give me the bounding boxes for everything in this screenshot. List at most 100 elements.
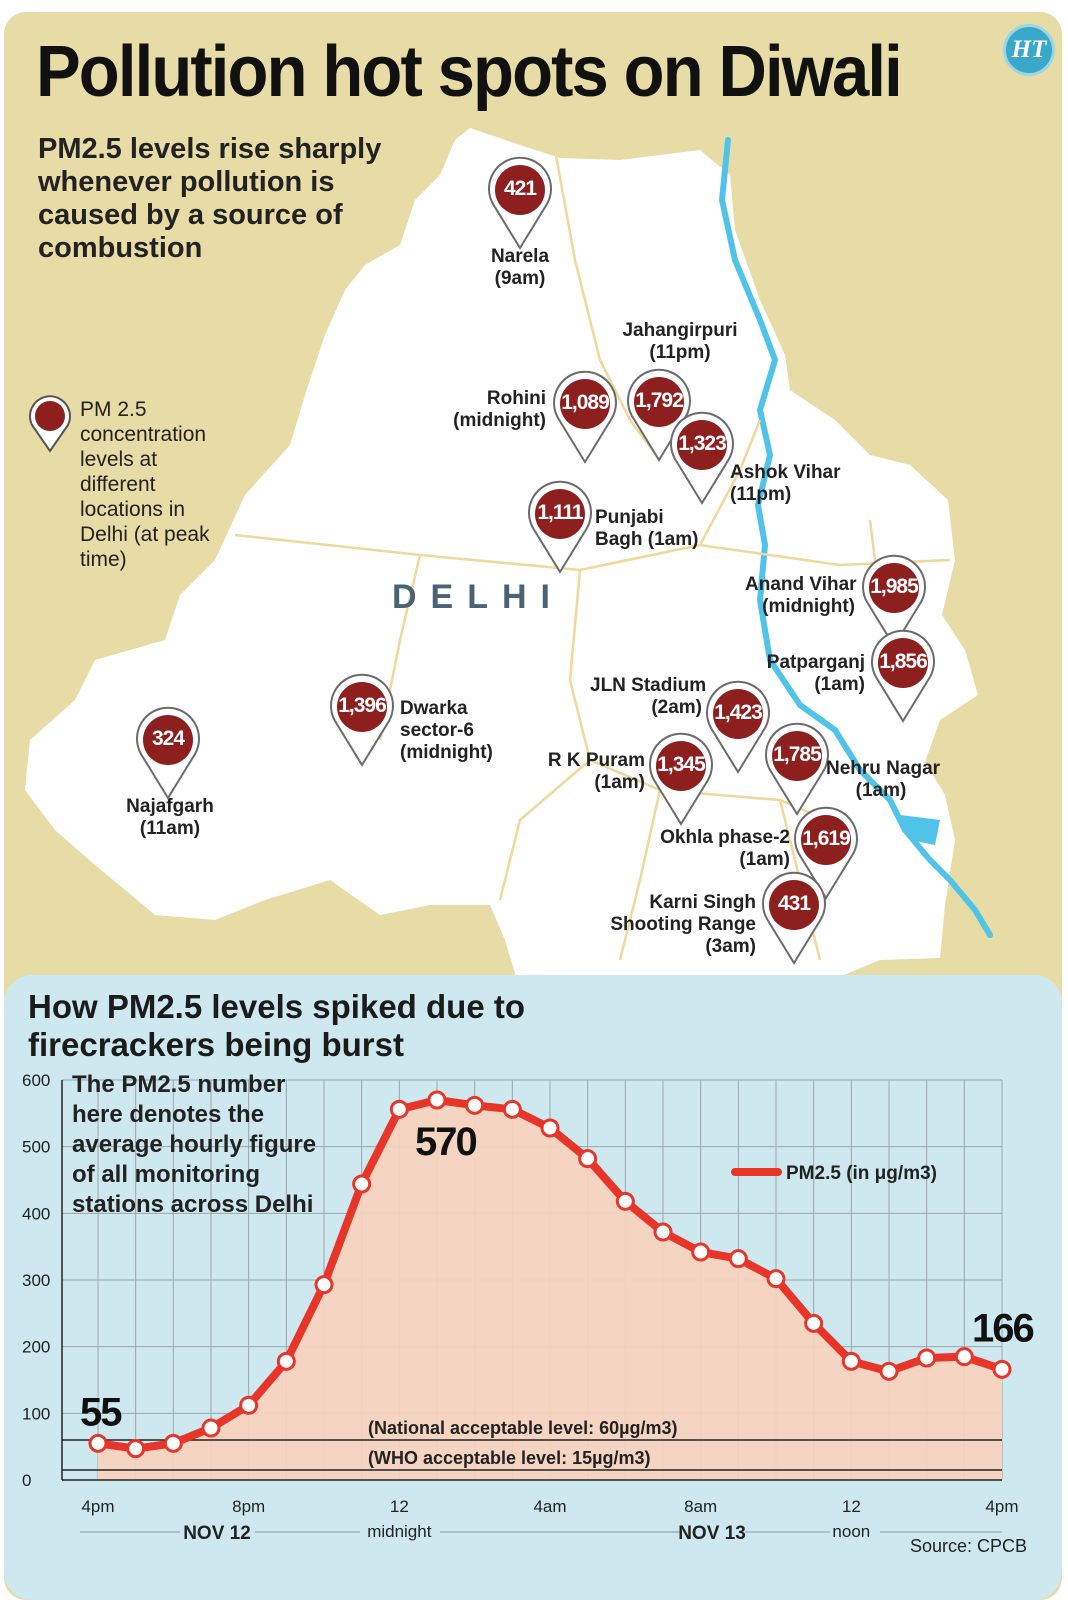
loc-karni-singh-name2: Shooting Range bbox=[610, 914, 756, 935]
pin-value-karni-singh: 431 bbox=[777, 892, 811, 915]
loc-rohini-name: Rohini bbox=[486, 388, 546, 409]
pin-value-rohini: 1,089 bbox=[561, 391, 610, 414]
x-tick-label: 12 bbox=[842, 1497, 861, 1516]
loc-nehru-nagar: Nehru Nagar (1am) bbox=[826, 758, 941, 802]
loc-jahangirpuri: Jahangirpuri (11pm) bbox=[615, 320, 745, 364]
loc-okhla-time: (1am) bbox=[739, 849, 790, 870]
data-point-9am bbox=[728, 1249, 748, 1269]
map-pin-3 bbox=[670, 411, 734, 505]
loc-nehru-nagar-name: Nehru Nagar bbox=[826, 758, 941, 779]
map-pin-dot bbox=[677, 420, 727, 470]
data-point-8am bbox=[691, 1242, 711, 1262]
data-point-11am bbox=[804, 1313, 824, 1333]
data-point-2am bbox=[465, 1095, 485, 1115]
date-label-left: NOV 12 bbox=[183, 1523, 251, 1544]
data-point-8pm bbox=[239, 1395, 259, 1415]
map-pin-dot bbox=[769, 880, 819, 930]
data-point-7pm bbox=[201, 1418, 221, 1438]
loc-rk-puram: R K Puram (1am) bbox=[545, 750, 645, 794]
loc-punjabi-bagh-name: Punjabi bbox=[595, 507, 664, 528]
callout-label: 166 bbox=[972, 1306, 1033, 1350]
loc-karni-singh-name: Karni Singh bbox=[649, 892, 756, 913]
map-pin-dot bbox=[495, 165, 545, 215]
data-point-1pm bbox=[879, 1361, 899, 1381]
pin-value-anand-vihar: 1,985 bbox=[870, 575, 919, 598]
map-pin-dot bbox=[535, 489, 585, 539]
pm25-area-fill bbox=[98, 1100, 1002, 1480]
loc-narela-time: (9am) bbox=[494, 268, 546, 289]
map-pin-dot bbox=[337, 682, 387, 732]
map-pin-12 bbox=[794, 806, 858, 900]
pin-value-nehru-nagar: 1,785 bbox=[773, 743, 822, 766]
loc-narela-name: Narela bbox=[490, 246, 550, 267]
data-point-10pm bbox=[314, 1275, 334, 1295]
loc-jln-stadium-name: JLN Stadium bbox=[590, 675, 707, 696]
data-point-1am bbox=[427, 1090, 447, 1110]
loc-okhla-name: Okhla phase-2 bbox=[660, 827, 790, 848]
pin-value-jahangirpuri: 1,792 bbox=[635, 389, 684, 412]
pin-value-narela: 421 bbox=[503, 177, 537, 200]
loc-punjabi-bagh: Punjabi Bagh (1am) bbox=[595, 507, 698, 551]
map-pin-dot bbox=[878, 638, 928, 688]
map-pin-dot bbox=[143, 715, 193, 765]
x-tick-label: 12 bbox=[390, 1497, 409, 1516]
map-pin-dot bbox=[801, 815, 851, 865]
loc-ashok-vihar-time: (11pm) bbox=[730, 484, 792, 505]
map-pin-dot bbox=[869, 563, 919, 613]
y-tick-label: 0 bbox=[22, 1471, 31, 1490]
loc-anand-vihar-name: Anand Vihar bbox=[745, 574, 857, 595]
map-pin-8 bbox=[136, 706, 200, 800]
chart-title: How PM2.5 levels spiked due to firecrack… bbox=[28, 988, 525, 1063]
loc-karni-singh-time: (3am) bbox=[705, 936, 756, 957]
data-point-12pm bbox=[841, 1351, 861, 1371]
loc-rohini: Rohini (midnight) bbox=[440, 388, 546, 432]
chart-note: The PM2.5 number here denotes the averag… bbox=[72, 1071, 317, 1218]
loc-najafgarh-time: (11am) bbox=[139, 818, 201, 839]
loc-okhla: Okhla phase-2 (1am) bbox=[660, 827, 790, 871]
reference-line-label: (National acceptable level: 60µg/m3) bbox=[368, 1418, 677, 1438]
data-point-12am bbox=[389, 1099, 409, 1119]
map-pin-dot bbox=[656, 741, 706, 791]
pin-value-jln-stadium: 1,423 bbox=[714, 701, 763, 724]
loc-dwarka: Dwarka sector-6 (midnight) bbox=[400, 698, 493, 764]
map-pin-5 bbox=[862, 554, 926, 648]
reference-line-label: (WHO acceptable level: 15µg/m3) bbox=[368, 1448, 650, 1468]
x-tick-label: 4pm bbox=[81, 1497, 114, 1516]
map-legend-text: PM 2.5 concentration levels at different… bbox=[80, 398, 210, 571]
data-point-4am bbox=[540, 1118, 560, 1138]
loc-karni-singh: Karni Singh Shooting Range (3am) bbox=[600, 892, 756, 958]
loc-dwarka-name2: sector-6 bbox=[400, 720, 474, 741]
loc-patparganj: Patparganj (1am) bbox=[765, 652, 865, 696]
loc-najafgarh-name: Najafgarh bbox=[126, 796, 214, 817]
data-point-6am bbox=[615, 1191, 635, 1211]
y-tick-label: 400 bbox=[22, 1204, 50, 1223]
map-pin-dot bbox=[713, 689, 763, 739]
map-pin-0 bbox=[488, 156, 552, 250]
x-tick-label: 8am bbox=[684, 1497, 717, 1516]
loc-narela: Narela (9am) bbox=[480, 246, 560, 290]
data-point-7am bbox=[653, 1222, 673, 1242]
loc-rohini-time: (midnight) bbox=[453, 410, 546, 431]
data-point-3pm bbox=[954, 1347, 974, 1367]
data-point-4pm bbox=[88, 1433, 108, 1453]
pin-value-okhla: 1,619 bbox=[802, 827, 851, 850]
data-point-9pm bbox=[276, 1351, 296, 1371]
page-title: Pollution hot spots on Diwali bbox=[36, 32, 903, 112]
data-point-2pm bbox=[917, 1348, 937, 1368]
map-pin-dot bbox=[560, 379, 610, 429]
loc-anand-vihar: Anand Vihar (midnight) bbox=[745, 574, 857, 618]
page-subtitle: PM2.5 levels rise sharply whenever pollu… bbox=[38, 133, 382, 264]
x-tick-label: 4pm bbox=[985, 1497, 1018, 1516]
map-pin-13 bbox=[762, 871, 826, 965]
delhi-map-shape bbox=[25, 128, 978, 1110]
loc-anand-vihar-time: (midnight) bbox=[762, 596, 855, 617]
data-point-10am bbox=[766, 1269, 786, 1289]
data-point-4pm bbox=[992, 1359, 1012, 1379]
y-tick-label: 200 bbox=[22, 1338, 50, 1357]
loc-jln-stadium-time: (2am) bbox=[651, 697, 702, 718]
yamuna-river bbox=[718, 137, 993, 938]
loc-patparganj-name: Patparganj bbox=[766, 652, 865, 673]
pin-value-najafgarh: 324 bbox=[151, 727, 185, 750]
ht-logo: HT bbox=[1003, 24, 1055, 76]
